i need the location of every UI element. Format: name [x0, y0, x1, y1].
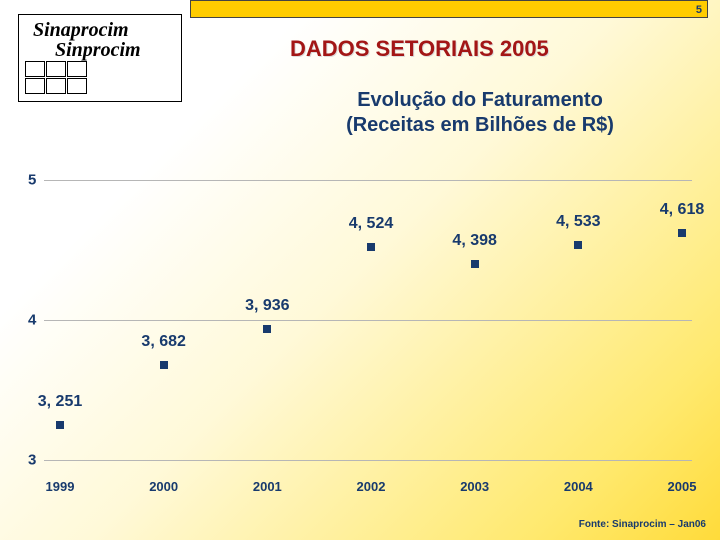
page-title: DADOS SETORIAIS 2005: [290, 36, 549, 62]
x-axis-label: 1999: [46, 479, 75, 494]
source-text: Fonte: Sinaprocim – Jan06: [579, 519, 706, 530]
chart-area: 3453, 25119993, 68220003, 93620014, 5242…: [32, 170, 692, 470]
subtitle: Evolução do Faturamento (Receitas em Bil…: [270, 88, 690, 138]
value-label: 4, 398: [452, 232, 496, 250]
x-axis-label: 2002: [357, 479, 386, 494]
data-point: [574, 241, 582, 249]
value-label: 3, 682: [141, 333, 185, 351]
data-point: [367, 243, 375, 251]
grid-line: [44, 460, 692, 461]
value-label: 4, 618: [660, 201, 704, 219]
value-label: 4, 533: [556, 213, 600, 231]
grid-line: [44, 320, 692, 321]
data-point: [471, 260, 479, 268]
logo: Sinaprocim Sinprocim: [18, 14, 182, 102]
x-axis-label: 2005: [668, 479, 697, 494]
x-axis-label: 2001: [253, 479, 282, 494]
data-point: [160, 361, 168, 369]
logo-line2: Sinprocim: [55, 39, 141, 62]
data-point: [56, 421, 64, 429]
y-axis-label: 5: [28, 172, 36, 189]
x-axis-label: 2004: [564, 479, 593, 494]
subtitle-line2: (Receitas em Bilhões de R$): [346, 114, 614, 136]
top-bar: [190, 0, 708, 18]
subtitle-line1: Evolução do Faturamento: [357, 89, 603, 111]
value-label: 3, 936: [245, 297, 289, 315]
x-axis-label: 2000: [149, 479, 178, 494]
data-point: [678, 229, 686, 237]
value-label: 3, 251: [38, 393, 82, 411]
grid-line: [44, 180, 692, 181]
data-point: [263, 325, 271, 333]
y-axis-label: 4: [28, 312, 36, 329]
x-axis-label: 2003: [460, 479, 489, 494]
y-axis-label: 3: [28, 452, 36, 469]
value-label: 4, 524: [349, 215, 393, 233]
page-number: 5: [696, 4, 702, 16]
